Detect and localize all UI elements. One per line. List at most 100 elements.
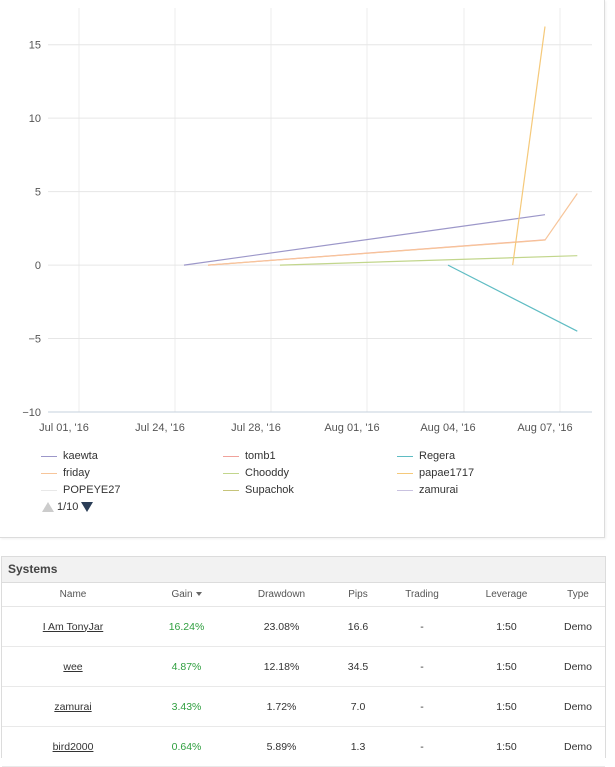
- gain-value: 0.64%: [171, 740, 202, 753]
- legend-swatch-icon: [397, 472, 413, 474]
- col-type-header[interactable]: Type: [551, 583, 605, 607]
- legend-item[interactable]: Regera: [397, 448, 455, 465]
- trading-value: -: [420, 620, 424, 633]
- legend-label: papae1717: [419, 467, 475, 479]
- legend-swatch-icon: [397, 455, 413, 457]
- systems-panel: Systems Name Gain Drawdown Pips Trading …: [1, 556, 606, 767]
- leverage-value: 1:50: [496, 660, 517, 673]
- cell-pips: 7.0: [334, 686, 382, 727]
- gain-value: 4.87%: [171, 660, 202, 673]
- col-leverage-header[interactable]: Leverage: [462, 583, 551, 607]
- cell-gain: 16.24%: [144, 606, 229, 647]
- pips-value: 16.6: [347, 620, 369, 633]
- drawdown-value: 1.72%: [266, 700, 297, 713]
- system-name-link[interactable]: wee: [63, 660, 83, 673]
- legend-next-page-icon[interactable]: [81, 502, 94, 512]
- legend-item[interactable]: Supachok: [223, 482, 294, 496]
- x-tick-label: Jul 28, '16: [231, 422, 281, 434]
- y-tick-label: 10: [29, 113, 41, 125]
- drawdown-value: 12.18%: [263, 660, 300, 673]
- legend-item[interactable]: tomb1: [223, 448, 276, 465]
- legend-label: kaewta: [63, 450, 98, 462]
- series-line-friday: [207, 193, 578, 266]
- legend-item[interactable]: Chooddy: [223, 465, 289, 482]
- leverage-value: 1:50: [496, 700, 517, 713]
- cell-gain: 3.43%: [144, 686, 229, 727]
- type-value: Demo: [563, 620, 592, 633]
- legend-swatch-icon: [41, 455, 57, 457]
- legend-label: Supachok: [245, 484, 294, 496]
- line-chart: 15 10 5 0 −5 −10 Jul 01, '16 Jul 24, '16 Jul 28,…: [22, 8, 592, 434]
- type-value: Demo: [563, 740, 592, 753]
- col-pips-header[interactable]: Pips: [334, 583, 382, 607]
- x-tick-label: Aug 04, '16: [420, 422, 475, 434]
- y-tick-label: 15: [29, 40, 41, 52]
- pips-value: 34.5: [347, 660, 369, 673]
- legend-pager: 1/10: [42, 499, 94, 515]
- cell-type: Demo: [551, 686, 605, 727]
- legend-item[interactable]: papae1717: [397, 465, 474, 482]
- table-row: I Am TonyJar 16.24% 23.08% 16.6 - 1:50 Demo: [2, 606, 605, 647]
- cell-leverage: 1:50: [462, 646, 551, 687]
- legend-swatch-icon: [223, 472, 239, 474]
- cell-name: wee: [2, 646, 144, 687]
- legend-label: Regera: [419, 450, 456, 462]
- legend-label: friday: [63, 467, 90, 479]
- x-tick-label: Jul 24, '16: [135, 422, 185, 434]
- cell-leverage: 1:50: [462, 686, 551, 727]
- table-row: zamurai 3.43% 1.72% 7.0 - 1:50 Demo: [2, 686, 605, 727]
- col-gain-header[interactable]: Gain: [144, 583, 229, 607]
- sort-desc-icon: [195, 592, 202, 597]
- chart-panel: 15 10 5 0 −5 −10 Jul 01, '16 Jul 24, '16 Jul 28,…: [0, 0, 605, 538]
- system-name-link[interactable]: bird2000: [52, 740, 94, 753]
- x-tick-label: Jul 01, '16: [39, 422, 89, 434]
- cell-trading: -: [382, 686, 462, 727]
- legend-label: Chooddy: [245, 467, 290, 479]
- cell-type: Demo: [551, 646, 605, 687]
- pips-value: 7.0: [350, 700, 366, 713]
- y-tick-label: 0: [35, 260, 41, 272]
- legend-item[interactable]: zamurai: [397, 482, 458, 496]
- cell-trading: -: [382, 606, 462, 647]
- y-tick-label: −10: [22, 407, 41, 419]
- legend-item[interactable]: kaewta: [41, 448, 98, 465]
- leverage-value: 1:50: [496, 740, 517, 753]
- leverage-value: 1:50: [496, 620, 517, 633]
- type-value: Demo: [563, 660, 592, 673]
- systems-title: Systems: [2, 557, 605, 583]
- cell-gain: 0.64%: [144, 726, 229, 767]
- table-row: bird2000 0.64% 5.89% 1.3 - 1:50 Demo: [2, 726, 605, 767]
- series-line-regera: [447, 264, 578, 332]
- drawdown-value: 5.89%: [266, 740, 297, 753]
- drawdown-value: 23.08%: [263, 620, 300, 633]
- series-line-chooddy: [279, 255, 578, 266]
- col-gain-label: Gain: [171, 589, 193, 600]
- system-name-link[interactable]: I Am TonyJar: [42, 620, 104, 633]
- legend-swatch-icon: [223, 455, 239, 457]
- cell-leverage: 1:50: [462, 606, 551, 647]
- legend-swatch-icon: [223, 489, 239, 491]
- system-name-link[interactable]: zamurai: [54, 700, 92, 713]
- legend-prev-page-icon[interactable]: [42, 502, 54, 512]
- y-tick-label: 5: [35, 187, 41, 199]
- systems-table: Name Gain Drawdown Pips Trading Leverage…: [2, 583, 605, 767]
- type-value: Demo: [563, 700, 592, 713]
- legend-page-label: 1/10: [57, 501, 79, 513]
- cell-pips: 16.6: [334, 606, 382, 647]
- cell-leverage: 1:50: [462, 726, 551, 767]
- cell-pips: 34.5: [334, 646, 382, 687]
- cell-drawdown: 1.72%: [229, 686, 334, 727]
- col-name-header[interactable]: Name: [2, 583, 144, 607]
- trading-value: -: [420, 660, 424, 673]
- y-tick-label: −5: [28, 334, 41, 346]
- legend-item[interactable]: POPEYE27: [41, 482, 120, 496]
- legend-item[interactable]: friday: [41, 465, 90, 482]
- cell-name: zamurai: [2, 686, 144, 727]
- cell-trading: -: [382, 646, 462, 687]
- series-line-papae1717: [512, 26, 546, 266]
- col-drawdown-header[interactable]: Drawdown: [229, 583, 334, 607]
- cell-drawdown: 23.08%: [229, 606, 334, 647]
- series-line-kaewta: [183, 214, 546, 266]
- gain-value: 3.43%: [171, 700, 202, 713]
- col-trading-header[interactable]: Trading: [382, 583, 462, 607]
